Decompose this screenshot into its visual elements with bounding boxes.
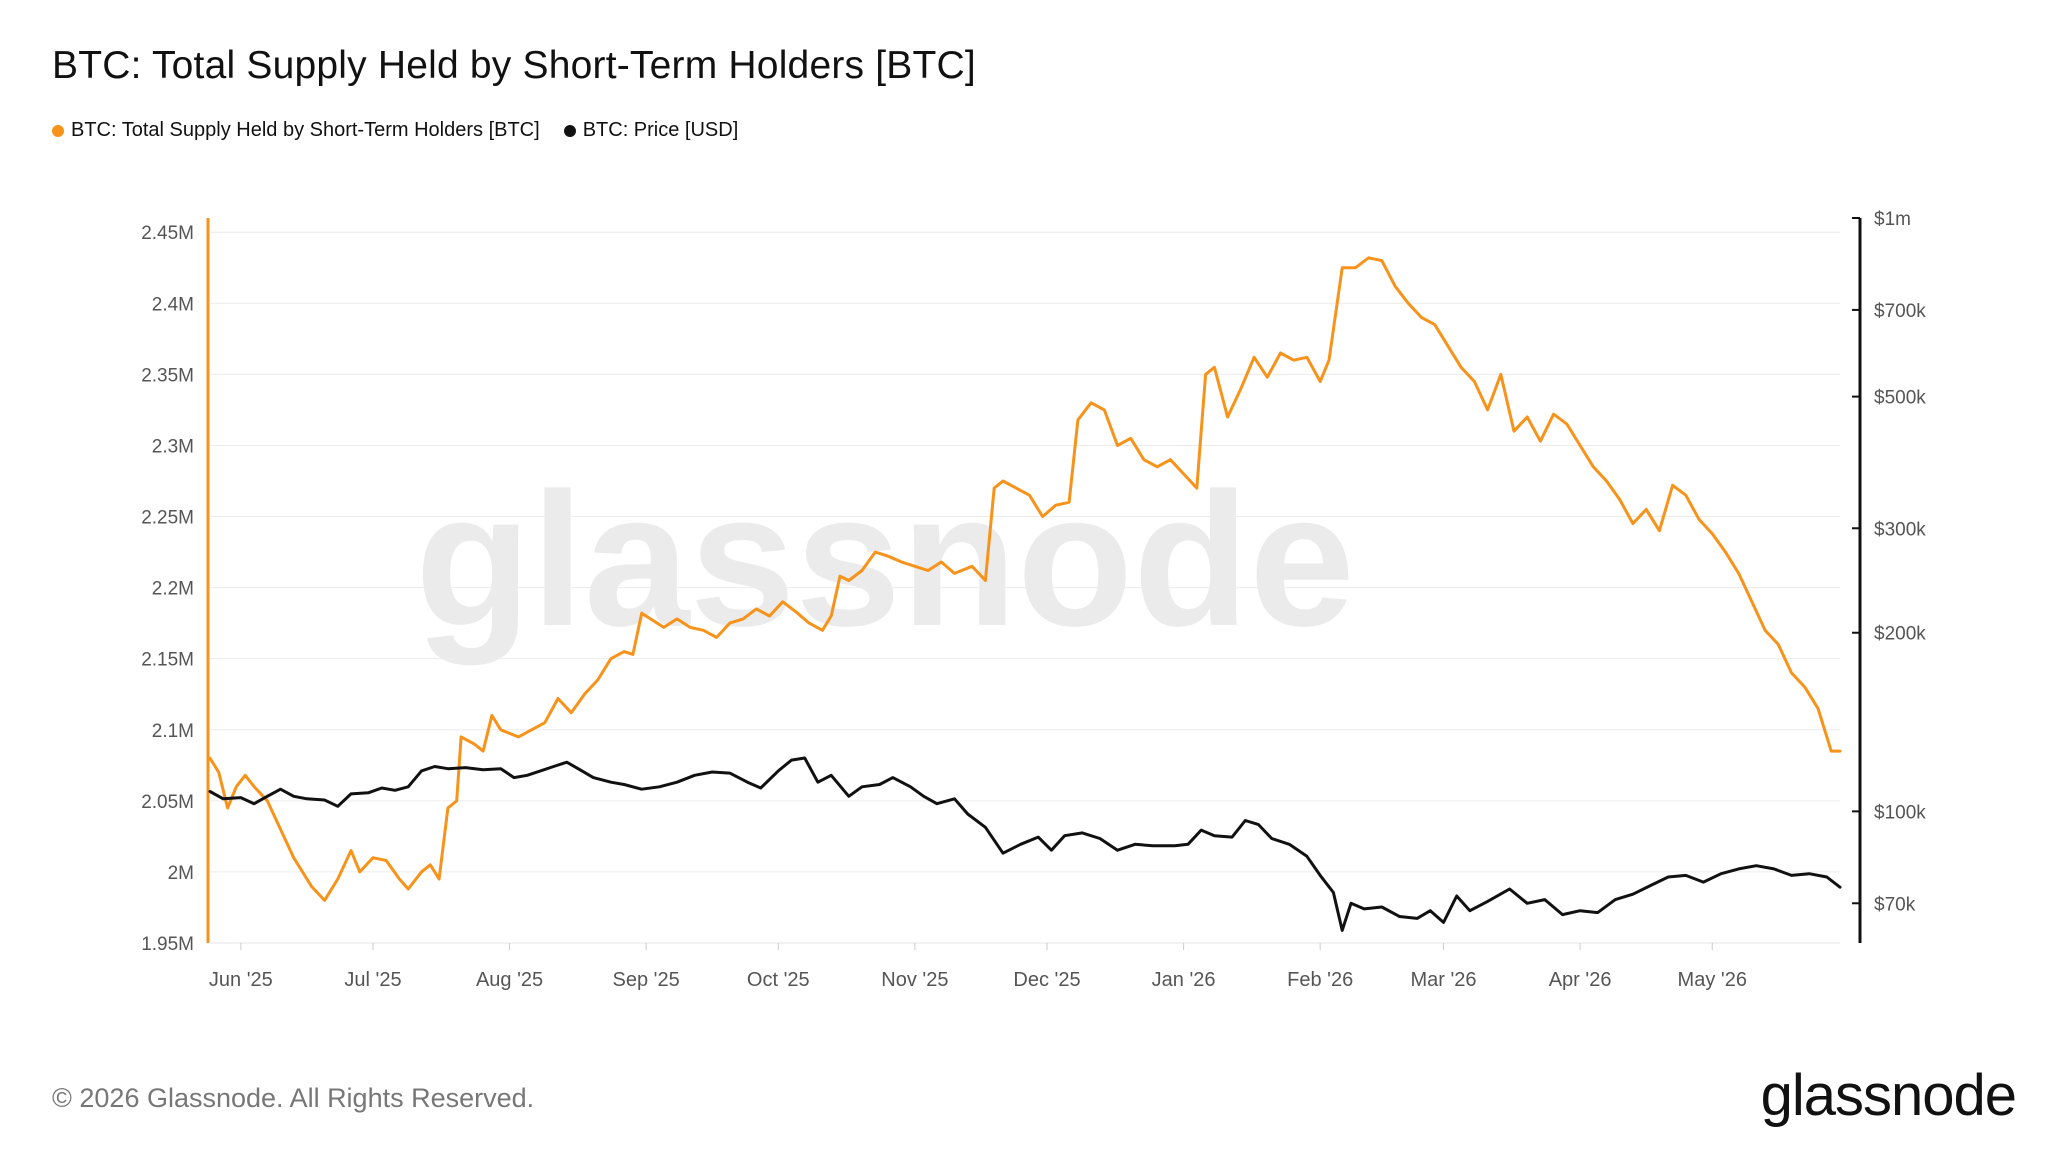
copyright-footer: © 2026 Glassnode. All Rights Reserved. [52, 1083, 535, 1113]
x-tick-label: Jul '25 [344, 969, 401, 991]
series-layer [208, 256, 1842, 932]
legend-label-sth-supply: BTC: Total Supply Held by Short-Term Hol… [71, 119, 540, 141]
legend-item-price[interactable]: BTC: Price [USD] [563, 119, 739, 142]
left-tick-label: 2.2M [152, 579, 194, 600]
x-tick-label: Oct '25 [747, 969, 810, 991]
x-tick-label: Feb '26 [1287, 969, 1353, 991]
x-tick-label: Sep '25 [613, 969, 680, 991]
glassnode-logo[interactable]: glassnode [1760, 1063, 2017, 1128]
left-tick-label: 2.15M [141, 650, 194, 671]
x-tick-label: Jun '25 [209, 969, 273, 991]
right-tick-label: $1m [1874, 209, 1911, 230]
left-tick-label: 2.35M [141, 365, 194, 386]
x-axis: Jun '25 Jul '25 Aug '25 Sep '25 Oct '25 Nov '… [209, 942, 1840, 991]
x-tick-label: Dec '25 [1013, 969, 1080, 991]
right-tick-label: $100k [1874, 802, 1926, 823]
right-tick-label: $200k [1874, 624, 1926, 645]
left-tick-label: 2.3M [152, 436, 194, 457]
x-tick-label: Nov '25 [881, 969, 948, 991]
right-tick-label: $700k [1874, 301, 1926, 322]
chart-title: BTC: Total Supply Held by Short-Term Hol… [52, 44, 976, 87]
left-tick-label: 2.1M [152, 721, 194, 742]
watermark: glassnode [415, 454, 1355, 666]
left-tick-label: 2.45M [141, 223, 194, 244]
x-tick-label: Jan '26 [1152, 969, 1216, 991]
legend-dot-price [563, 124, 576, 137]
left-tick-label: 2.05M [141, 792, 194, 813]
legend: BTC: Total Supply Held by Short-Term Hol… [52, 119, 738, 142]
x-tick-label: Apr '26 [1549, 969, 1612, 991]
right-tick-label: $500k [1874, 388, 1926, 409]
x-tick-label: Mar '26 [1410, 969, 1476, 991]
right-axis: $70k $100k $200k $300k $500k $700k $1m [1852, 209, 1926, 943]
right-tick-label: $300k [1874, 519, 1926, 540]
series-line-sth-supply [208, 256, 1842, 902]
legend-dot-sth-supply [52, 124, 64, 137]
left-tick-label: 2.25M [141, 508, 194, 529]
gridlines [210, 231, 1840, 944]
right-tick-label: $70k [1874, 894, 1916, 915]
left-tick-label: 2.4M [152, 294, 194, 315]
left-tick-label: 1.95M [141, 934, 194, 955]
legend-item-sth-supply[interactable]: BTC: Total Supply Held by Short-Term Hol… [52, 119, 540, 142]
legend-label-price: BTC: Price [USD] [582, 119, 739, 141]
x-tick-label: Aug '25 [476, 969, 543, 991]
left-axis: 1.95M 2M 2.05M 2.1M 2.15M 2.2M 2.25M 2.3M 2.35M 2… [141, 218, 210, 955]
left-tick-label: 2M [168, 863, 194, 884]
series-line-price [208, 756, 1842, 932]
x-tick-label: May '26 [1678, 969, 1747, 991]
